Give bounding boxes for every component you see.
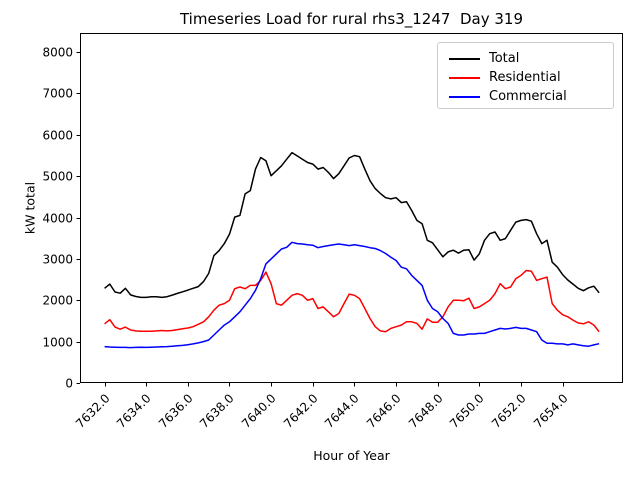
chart-title: Timeseries Load for rural rhs3_1247 Day …: [179, 10, 523, 28]
x-axis-label: Hour of Year: [313, 448, 390, 463]
y-tick-label: 6000: [42, 129, 73, 143]
legend-line-residential: [449, 76, 480, 79]
x-tick-label: 7632.0: [73, 391, 113, 431]
x-tick-label: 7638.0: [197, 391, 237, 431]
legend-label-commercial: Commercial: [489, 89, 567, 104]
legend-label-total: Total: [489, 51, 520, 66]
x-tick-label: 7636.0: [156, 391, 196, 431]
x-tick-label: 7640.0: [239, 391, 279, 431]
legend-label-residential: Residential: [489, 70, 561, 85]
x-tick-label: 7644.0: [322, 391, 362, 431]
y-tick-label: 4000: [42, 212, 73, 226]
y-tick-label: 3000: [42, 253, 73, 267]
series-line-total: [104, 151, 600, 299]
y-tick-label: 0: [65, 377, 73, 391]
legend-line-commercial: [449, 95, 480, 98]
series-line-residential: [104, 269, 600, 333]
x-tick-label: 7654.0: [531, 391, 571, 431]
x-tick-label: 7648.0: [406, 391, 446, 431]
x-tick-label: 7642.0: [281, 391, 321, 431]
legend: Total Residential Commercial: [437, 42, 614, 109]
series-line-commercial: [104, 241, 600, 349]
x-tick-label: 7652.0: [489, 391, 529, 431]
y-tick-label: 7000: [42, 87, 73, 101]
legend-item-residential: Residential: [449, 68, 607, 87]
legend-item-commercial: Commercial: [449, 87, 607, 106]
y-tick-label: 1000: [42, 336, 73, 350]
x-tick-label: 7650.0: [447, 391, 487, 431]
y-tick-label: 5000: [42, 170, 73, 184]
y-tick-label: 8000: [42, 46, 73, 60]
y-tick-label: 2000: [42, 294, 73, 308]
legend-line-total: [449, 57, 480, 60]
legend-item-total: Total: [449, 49, 607, 68]
x-tick-label: 7634.0: [114, 391, 154, 431]
x-tick-label: 7646.0: [364, 391, 404, 431]
axes-frame: [80, 33, 623, 383]
